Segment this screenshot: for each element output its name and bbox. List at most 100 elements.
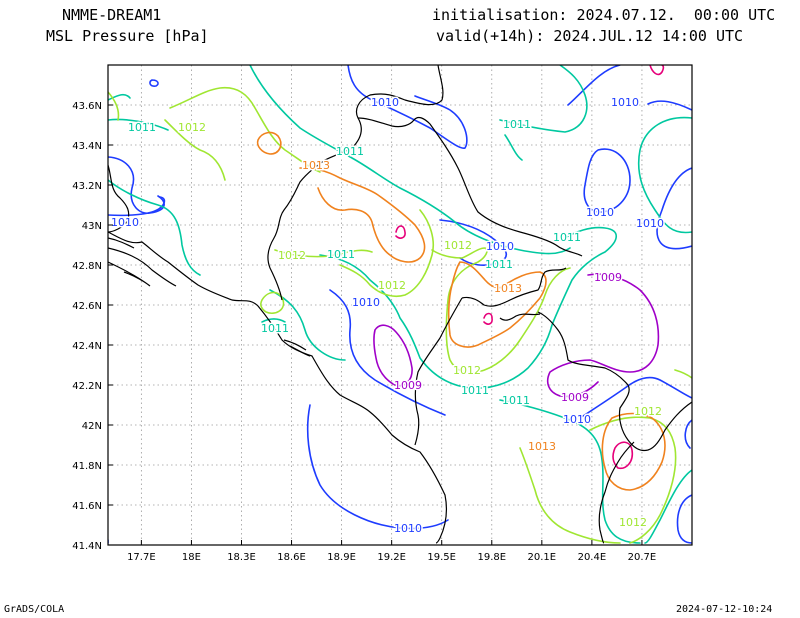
country-borders [108, 65, 692, 544]
contour-label-1012: 1012 [634, 405, 662, 418]
isobar-1011-west [108, 179, 201, 276]
contour-label-1010: 1010 [394, 522, 422, 535]
isobar-1011-mid [269, 289, 346, 361]
coastline-bay [108, 237, 135, 249]
contour-label-1011: 1011 [336, 145, 364, 158]
isobar-1012-se [589, 416, 677, 544]
isobar-1009-east [546, 273, 660, 398]
contour-label-1009: 1009 [394, 379, 422, 392]
contour-label-1011: 1011 [261, 322, 289, 335]
isobar-1011-ne [499, 65, 588, 133]
border-d [414, 297, 463, 446]
init-time: initialisation: 2024.07.12. 00:00 UTC [432, 6, 776, 24]
contour-label-1012: 1012 [453, 364, 481, 377]
variable-label: MSL Pressure [hPa] [46, 27, 209, 45]
model-name: NMME-DREAM1 [62, 6, 162, 24]
y-tick-label: 42N [82, 421, 102, 432]
isobar-1011-north [108, 65, 571, 255]
border-c [357, 116, 583, 257]
isobar-1011-se [499, 399, 641, 544]
isobar-1010-south [108, 404, 449, 544]
contour-label-1010: 1010 [352, 296, 380, 309]
border-g [499, 313, 541, 321]
y-tick-label: 42.6N [72, 301, 102, 312]
contour-label-1010: 1010 [111, 216, 139, 229]
isobar-1011-se2 [644, 469, 692, 544]
isobar-1011-w-coast [261, 318, 286, 323]
isobar-1013-north [299, 167, 426, 263]
coastline-main [108, 231, 447, 544]
border-a [108, 164, 130, 233]
contour-label-1011: 1011 [553, 231, 581, 244]
contour-label-1012: 1012 [278, 249, 306, 262]
contour-label-1010: 1010 [586, 206, 614, 219]
isobar-1013-nw-blob [256, 131, 282, 155]
y-tick-label: 41.4N [72, 541, 102, 552]
contour-label-1013: 1013 [494, 282, 522, 295]
isobar-1010-blob [149, 79, 159, 87]
contour-label-1010: 1010 [486, 240, 514, 253]
isobar-1012-se2 [674, 369, 692, 379]
contour-label-1011: 1011 [502, 394, 530, 407]
isobar-1010-se [579, 376, 692, 419]
longitude-ticks: 17.7E 18E 18.3E 18.6E 18.9E 19.2E 19.5E 19.8E 20… [127, 540, 656, 563]
isobar-1010-ne2 [656, 167, 692, 250]
coastline-islands1 [108, 247, 177, 287]
contour-label-1010: 1010 [371, 96, 399, 109]
isobar-1011-center [319, 226, 618, 390]
isobar-1010-ne3 [647, 100, 692, 111]
credit-label: GrADS/COLA [4, 604, 65, 615]
isobar-1010-eastloop [583, 148, 631, 213]
y-tick-label: 42.8N [72, 261, 102, 272]
contour-label-1010: 1010 [563, 413, 591, 426]
y-tick-label: 42.2N [72, 381, 102, 392]
contour-label-1012: 1012 [378, 279, 406, 292]
contour-label-1011: 1011 [461, 384, 489, 397]
isobar-1013-center [447, 261, 547, 348]
y-tick-label: 43.4N [72, 141, 102, 152]
isobar-1012-west-blob [260, 291, 285, 315]
contour-label-1010: 1010 [636, 217, 664, 230]
isobar-1012-west [274, 249, 373, 258]
contour-label-1009: 1009 [561, 391, 589, 404]
isobar-1010-center [439, 219, 508, 267]
isobar-1014-se [612, 441, 634, 470]
isobar-1012-ring [431, 247, 571, 374]
isobar-1011-east [637, 116, 692, 234]
isobar-1011-ne2 [504, 134, 523, 161]
contour-label-1010: 1010 [611, 96, 639, 109]
isobar-1010-se-corner [676, 494, 692, 544]
isobar-1010-east-edge [684, 419, 692, 449]
x-tick-label: 18.3E [227, 552, 256, 563]
isobar-1010-nw [108, 156, 165, 214]
isobar-1009-west [373, 324, 413, 387]
contour-label-1011: 1011 [503, 118, 531, 131]
isobar-1010-sw [329, 289, 446, 416]
isobar-1014-north [395, 225, 406, 239]
isobar-1012-center [339, 209, 435, 298]
latitude-ticks: 41.4N 41.6N 41.8N 42N 42.2N 42.4N 42.6N 42.8N 43… [72, 101, 113, 552]
valid-time: valid(+14h): 2024.JUL.12 14:00 UTC [436, 27, 744, 45]
timestamp-label: 2024-07-12-10:24 [676, 604, 773, 615]
contour-labels: 1010 1010 1011 1012 1013 1011 1011 1010 1010 1010… [110, 95, 666, 537]
x-tick-label: 17.7E [127, 552, 156, 563]
isobar-1012-nw [108, 86, 321, 173]
x-tick-label: 18.6E [277, 552, 306, 563]
contour-label-1012: 1012 [444, 239, 472, 252]
y-tick-label: 42.4N [72, 341, 102, 352]
x-tick-label: 19.5E [427, 552, 456, 563]
isobar-1010-nw2 [108, 196, 166, 217]
contour-label-1011: 1011 [485, 258, 513, 271]
isobar-1012-south [519, 447, 621, 544]
contour-label-1011: 1011 [327, 248, 355, 261]
isobar-1012-nw2 [164, 119, 226, 181]
border-e [461, 267, 567, 307]
grid-lines [108, 65, 692, 545]
border-h [598, 441, 635, 544]
isobar-contours [108, 65, 692, 544]
contour-label-1009: 1009 [594, 271, 622, 284]
border-b [267, 65, 444, 301]
border-f [537, 311, 692, 452]
contour-label-1012: 1012 [178, 121, 206, 134]
y-tick-label: 43N [82, 221, 102, 232]
